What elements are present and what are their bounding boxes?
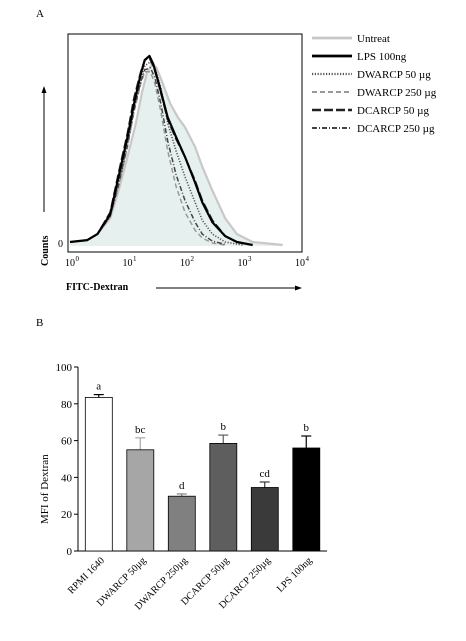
series-fill-untreat xyxy=(70,63,283,246)
category-label-1: RPMI 1640 xyxy=(66,555,107,596)
significance-label-5: cd xyxy=(260,468,271,480)
significance-label-1: a xyxy=(96,381,101,393)
legend-label-4: DWARCP 250 µg xyxy=(357,87,437,99)
legend-label-5: DCARCP 50 µg xyxy=(357,105,429,117)
histogram-legend: Untreat LPS 100ng DWARCP 50 µg DWARCP 250 µ… xyxy=(312,33,437,135)
histogram-fill-layer xyxy=(70,63,283,246)
bar-6 xyxy=(292,447,321,552)
legend-label-1: Untreat xyxy=(357,33,390,45)
bar-y-axis-label: MFI of Dextran xyxy=(39,454,51,524)
x-tick-exponent-2: 2 xyxy=(191,255,195,263)
y-axis-label: Counts xyxy=(40,235,51,266)
panel-b-letter: B xyxy=(36,317,43,329)
bar-y-tick-label-5: 100 xyxy=(56,362,73,374)
x-axis-label: FITC-Dextran xyxy=(66,282,129,293)
histogram-x-ticks: 10 0 10 1 10 2 10 3 10 4 xyxy=(65,255,310,269)
legend-label-3: DWARCP 50 µg xyxy=(357,69,431,81)
x-tick-label-2: 10 xyxy=(180,258,190,269)
significance-label-3: d xyxy=(179,480,185,492)
histogram-lines-layer xyxy=(69,54,283,247)
x-tick-label-4: 10 xyxy=(295,258,305,269)
bar-2 xyxy=(126,449,155,552)
series-line-1 xyxy=(69,62,283,247)
series-line-2 xyxy=(69,54,253,247)
x-axis-arrowhead xyxy=(295,285,302,291)
bar-y-tick-label-3: 60 xyxy=(61,436,73,448)
bar-5 xyxy=(250,487,279,552)
x-tick-label-0: 10 xyxy=(65,258,75,269)
bar-axes: 0 20 40 60 80 100 xyxy=(56,362,327,558)
bar-y-tick-label-1: 20 xyxy=(61,509,73,521)
bar-4 xyxy=(209,442,238,552)
x-tick-exponent-3: 3 xyxy=(248,255,252,263)
significance-label-6: b xyxy=(304,422,310,434)
bar-1 xyxy=(84,396,113,552)
legend-label-6: DCARCP 250 µg xyxy=(357,123,435,135)
y-tick-zero: 0 xyxy=(58,239,63,250)
histogram-panel: 10 0 10 1 10 2 10 3 10 4 0 Counts FITC-Dextran xyxy=(40,33,310,293)
bar-y-tick-label-4: 80 xyxy=(61,399,73,411)
bar-3 xyxy=(167,495,196,552)
category-label-6: LPS 100ng xyxy=(275,555,314,594)
legend-label-2: LPS 100ng xyxy=(357,51,407,63)
bar-y-tick-label-2: 40 xyxy=(61,472,73,484)
x-tick-label-1: 10 xyxy=(123,258,133,269)
significance-label-2: bc xyxy=(135,424,146,436)
histogram-frame xyxy=(67,33,303,253)
x-tick-exponent-4: 4 xyxy=(306,255,310,263)
x-tick-exponent-1: 1 xyxy=(133,255,137,263)
bar-y-tick-label-0: 0 xyxy=(67,546,73,558)
x-tick-label-3: 10 xyxy=(238,258,248,269)
panel-a-letter: A xyxy=(36,8,44,20)
significance-label-4: b xyxy=(221,421,227,433)
y-axis-arrowhead xyxy=(41,86,47,93)
x-tick-exponent-0: 0 xyxy=(76,255,80,263)
